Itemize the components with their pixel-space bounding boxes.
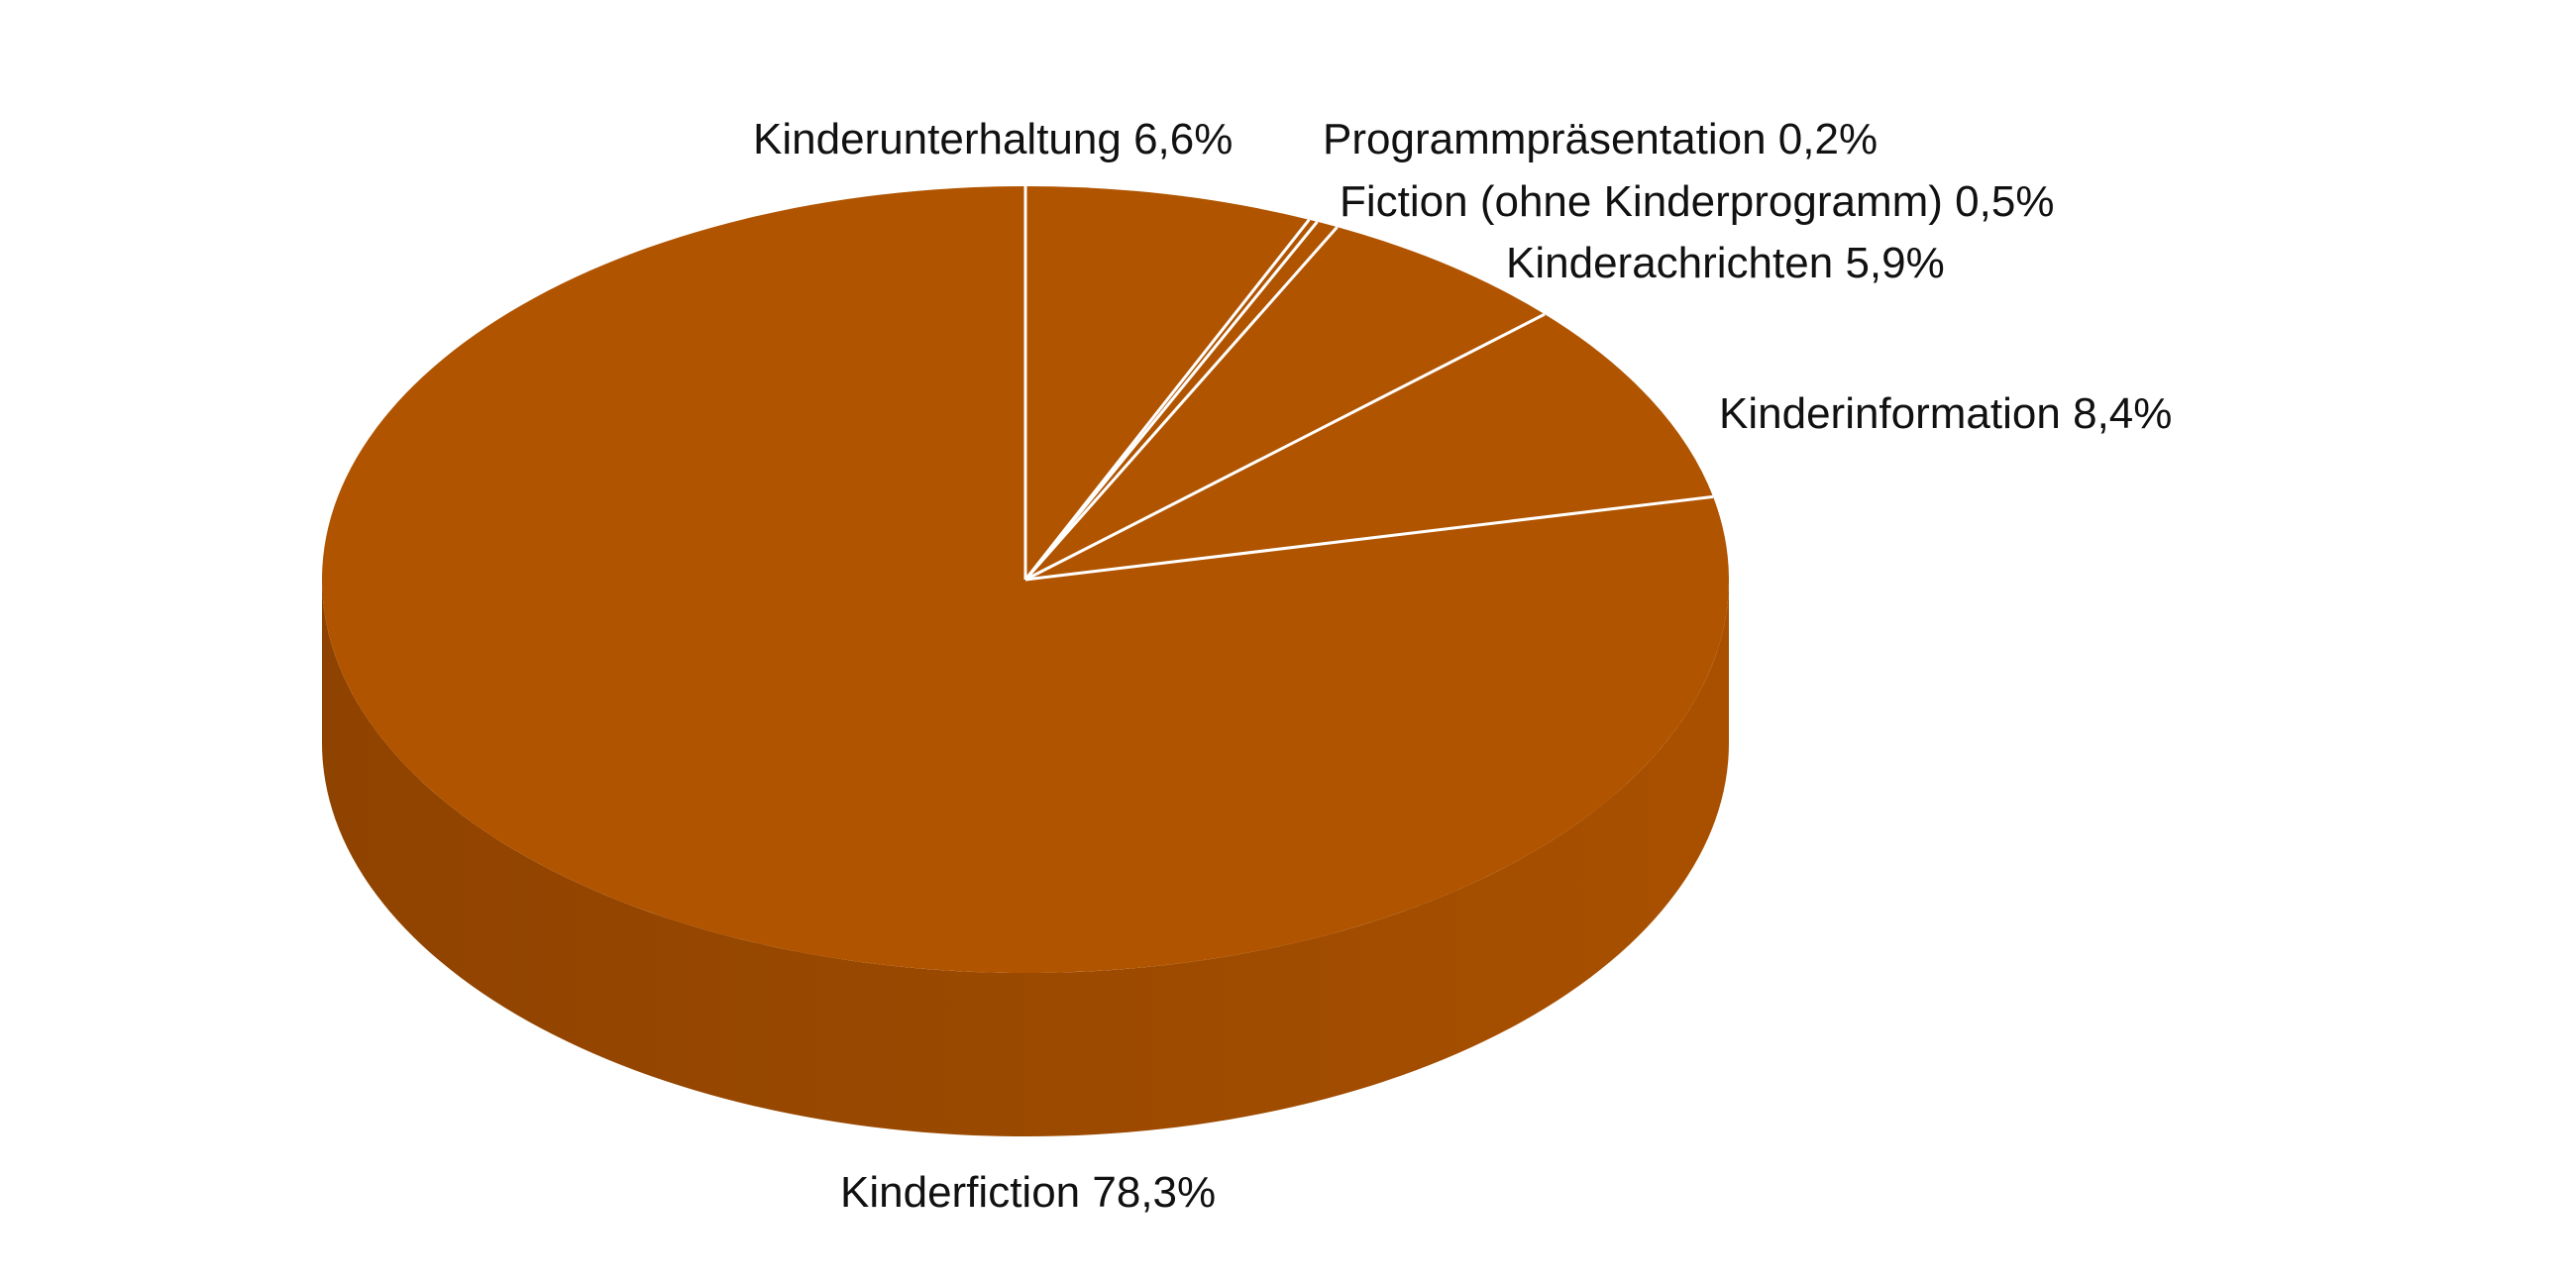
slice-separator: [1024, 312, 1546, 582]
pie-slice-kinderinformation: [1025, 314, 1714, 580]
slice-separators: [1023, 186, 1714, 582]
slice-separator: [1023, 220, 1319, 581]
slice-label-fiction-ohne-kinderprogramm: Fiction (ohne Kinderprogramm) 0,5%: [1340, 177, 2054, 226]
slice-separator: [1023, 226, 1339, 581]
slice-label-kinderinformation: Kinderinformation 8,4%: [1719, 389, 2172, 438]
slice-label-kinderfiction: Kinderfiction 78,3%: [840, 1168, 1216, 1217]
slice-separator: [1024, 494, 1714, 582]
slice-label-kinderunterhaltung: Kinderunterhaltung 6,6%: [753, 115, 1233, 163]
pie-side-wall: [322, 580, 1729, 1136]
slice-label-kinderachrichten: Kinderachrichten 5,9%: [1506, 239, 1945, 287]
slice-label-programmpraesentation: Programmpräsentation 0,2%: [1323, 115, 1878, 163]
pie-slice-kinderachrichten: [1025, 227, 1546, 580]
pie-slice-kinderunterhaltung: [1025, 186, 1310, 580]
slice-labels: Kinderunterhaltung 6,6% Programmpräsenta…: [753, 115, 2172, 1217]
